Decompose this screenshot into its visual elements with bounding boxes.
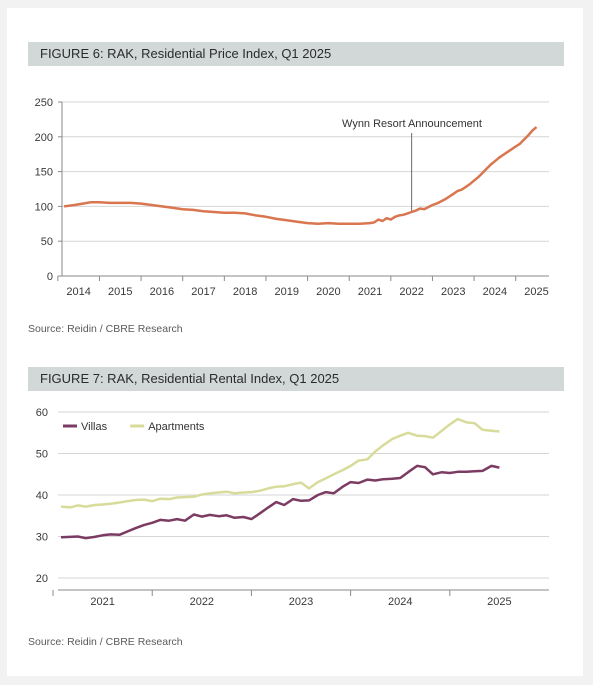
y-tick-label: 50	[36, 449, 48, 461]
page: FIGURE 6: RAK, Residential Price Index, …	[7, 8, 583, 676]
x-tick-label: 2023	[289, 596, 313, 608]
x-tick-label: 2020	[316, 286, 340, 298]
series-line-apartments	[60, 417, 500, 509]
x-tick-label: 2022	[399, 286, 423, 298]
y-tick-label: 30	[36, 532, 48, 544]
figure-7-source: Source: Reidin / CBRE Research	[28, 636, 183, 648]
x-tick-label: 2014	[66, 286, 90, 298]
legend-label: Villas	[81, 421, 108, 433]
y-tick-label: 40	[36, 490, 48, 502]
y-tick-label: 150	[35, 167, 53, 179]
x-tick-label: 2024	[483, 286, 507, 298]
x-tick-label: 2017	[191, 286, 215, 298]
legend-label: Apartments	[148, 421, 205, 433]
x-tick-label: 2023	[441, 286, 465, 298]
y-tick-label: 20	[36, 573, 48, 585]
y-tick-label: 100	[35, 201, 53, 213]
x-tick-label: 2025	[524, 286, 548, 298]
x-tick-label: 2019	[275, 286, 299, 298]
x-tick-label: 2021	[358, 286, 382, 298]
y-tick-label: 0	[47, 271, 53, 283]
series-line-villas	[60, 464, 500, 540]
x-tick-label: 2021	[90, 596, 114, 608]
x-tick-label: 2018	[233, 286, 257, 298]
figure-7-header: FIGURE 7: RAK, Residential Rental Index,…	[28, 367, 564, 391]
annotation-label: Wynn Resort Announcement	[342, 118, 482, 130]
x-tick-label: 2022	[190, 596, 214, 608]
x-tick-label: 2015	[108, 286, 132, 298]
x-tick-label: 2025	[487, 596, 511, 608]
y-tick-label: 50	[41, 236, 53, 248]
y-tick-label: 60	[36, 407, 48, 419]
figure-6-header: FIGURE 6: RAK, Residential Price Index, …	[28, 42, 564, 66]
figure-6-source: Source: Reidin / CBRE Research	[28, 323, 183, 335]
x-tick-label: 2016	[150, 286, 174, 298]
x-tick-label: 2024	[388, 596, 412, 608]
y-tick-label: 250	[35, 97, 53, 109]
price-index-line	[63, 126, 538, 226]
y-tick-label: 200	[35, 132, 53, 144]
